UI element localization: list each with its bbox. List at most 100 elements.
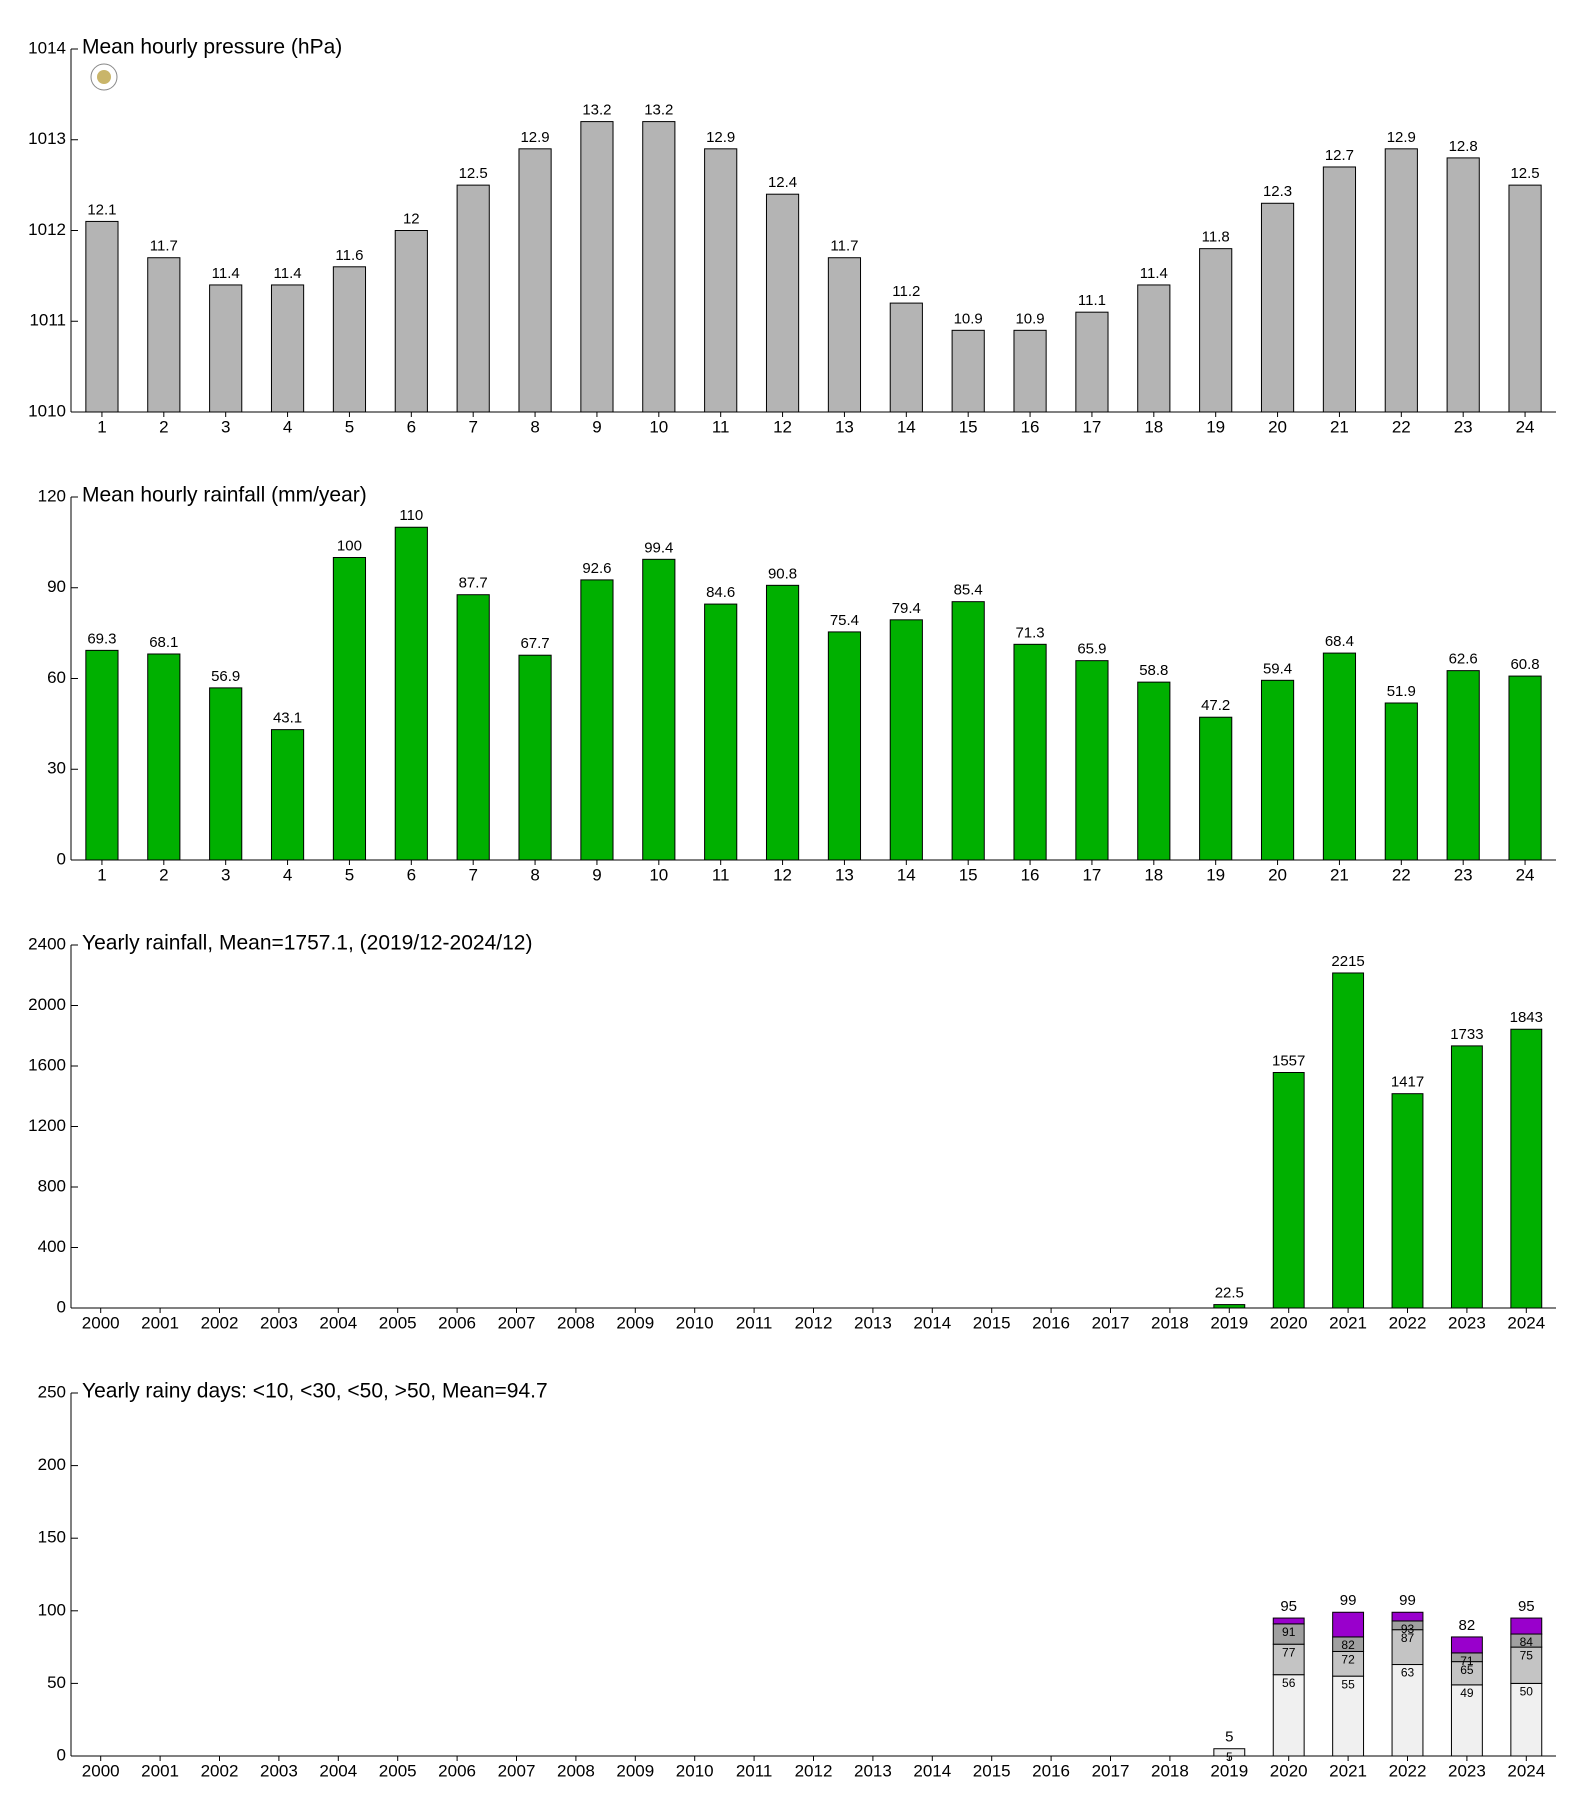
value-label: 85.4 — [954, 582, 983, 599]
bar — [518, 148, 552, 413]
x-tick-label: 2011 — [736, 1313, 773, 1332]
value-label: 110 — [399, 507, 423, 524]
y-tick-label: 0 — [57, 1297, 66, 1316]
bar — [1213, 1304, 1246, 1309]
x-tick-label: 2013 — [854, 1313, 892, 1332]
value-label: 12.8 — [1449, 138, 1478, 155]
total-label: 99 — [1399, 1592, 1416, 1609]
y-tick-label: 2400 — [28, 934, 66, 953]
bar — [1272, 1072, 1305, 1309]
bar-segment — [1272, 1674, 1305, 1757]
value-label: 1557 — [1272, 1052, 1305, 1069]
x-tick-label: 5 — [345, 865, 354, 884]
x-tick-label: 2008 — [557, 1761, 595, 1780]
y-tick-label: 0 — [57, 849, 66, 868]
y-tick-label: 400 — [38, 1237, 66, 1256]
value-label: 1417 — [1391, 1074, 1424, 1091]
x-tick-label: 7 — [468, 865, 477, 884]
y-tick-label: 50 — [47, 1673, 66, 1692]
bar — [1137, 681, 1171, 861]
x-tick-label: 19 — [1206, 417, 1225, 436]
x-tick-label: 2000 — [82, 1761, 120, 1780]
value-label: 2215 — [1331, 953, 1364, 970]
segment-label: 49 — [1460, 1686, 1474, 1700]
x-tick-label: 2012 — [795, 1761, 833, 1780]
bar — [951, 601, 985, 861]
bar-segment — [1510, 1646, 1543, 1684]
x-tick-label: 14 — [897, 865, 916, 884]
value-label: 99.4 — [644, 539, 673, 556]
x-tick-label: 18 — [1144, 417, 1163, 436]
y-tick-label: 1010 — [28, 401, 66, 420]
bar — [642, 558, 676, 861]
x-tick-label: 17 — [1082, 417, 1101, 436]
value-label: 10.9 — [1015, 310, 1044, 327]
x-tick-label: 13 — [835, 865, 854, 884]
segment-label: 87 — [1401, 1631, 1415, 1645]
x-tick-label: 2015 — [973, 1313, 1011, 1332]
value-label: 12 — [403, 210, 420, 227]
x-tick-label: 23 — [1454, 865, 1473, 884]
value-label: 1733 — [1450, 1026, 1483, 1043]
segment-label: 56 — [1282, 1676, 1296, 1690]
x-tick-label: 10 — [649, 417, 668, 436]
value-label: 11.4 — [1140, 265, 1168, 282]
value-label: 71.3 — [1015, 624, 1044, 641]
value-label: 11.7 — [150, 238, 178, 255]
value-label: 62.6 — [1449, 651, 1478, 668]
bar-segment — [1450, 1684, 1483, 1757]
x-tick-label: 22 — [1392, 417, 1411, 436]
x-tick-label: 2009 — [616, 1313, 654, 1332]
x-tick-label: 2001 — [141, 1313, 179, 1332]
value-label: 12.4 — [768, 174, 797, 191]
value-label: 87.7 — [459, 575, 488, 592]
bar-segment — [1391, 1611, 1424, 1622]
bar — [1446, 157, 1480, 413]
value-label: 59.4 — [1263, 660, 1292, 677]
x-tick-label: 17 — [1082, 865, 1101, 884]
segment-label: 63 — [1401, 1666, 1415, 1680]
x-tick-label: 10 — [649, 865, 668, 884]
value-label: 43.1 — [273, 710, 302, 727]
bar — [456, 184, 490, 413]
x-tick-label: 21 — [1330, 865, 1349, 884]
value-label: 12.9 — [1387, 129, 1416, 146]
y-tick-label: 1011 — [29, 311, 66, 330]
bar — [1137, 284, 1171, 413]
segment-label: 84 — [1520, 1635, 1534, 1649]
value-label: 13.2 — [644, 102, 673, 119]
x-tick-label: 1 — [97, 865, 106, 884]
x-tick-label: 2011 — [736, 1761, 773, 1780]
bar — [1322, 652, 1357, 861]
bar-segment — [1272, 1617, 1305, 1625]
x-tick-label: 16 — [1021, 865, 1040, 884]
bar — [580, 579, 614, 861]
x-tick-label: 15 — [959, 865, 978, 884]
bar — [580, 121, 614, 413]
value-label: 11.7 — [830, 238, 858, 255]
value-label: 12.1 — [87, 201, 116, 218]
value-label: 11.8 — [1202, 229, 1230, 246]
x-tick-label: 2005 — [379, 1313, 417, 1332]
x-tick-label: 2019 — [1210, 1761, 1248, 1780]
bar-segment — [1332, 1650, 1365, 1677]
value-label: 79.4 — [892, 600, 921, 617]
value-label: 90.8 — [768, 565, 797, 582]
x-tick-label: 21 — [1330, 417, 1349, 436]
value-label: 51.9 — [1387, 683, 1416, 700]
bar — [1391, 1093, 1424, 1309]
x-tick-label: 2022 — [1389, 1313, 1427, 1332]
bar — [1446, 670, 1480, 861]
y-tick-label: 30 — [47, 759, 66, 778]
y-tick-label: 1600 — [28, 1055, 66, 1074]
value-label: 68.4 — [1325, 633, 1354, 650]
x-tick-label: 2007 — [498, 1313, 536, 1332]
value-label: 11.4 — [212, 265, 240, 282]
value-label: 1843 — [1510, 1009, 1543, 1026]
x-tick-label: 2006 — [438, 1761, 476, 1780]
bar — [394, 526, 428, 861]
bar — [332, 557, 367, 861]
y-tick-label: 120 — [38, 486, 66, 505]
value-label: 68.1 — [149, 634, 178, 651]
